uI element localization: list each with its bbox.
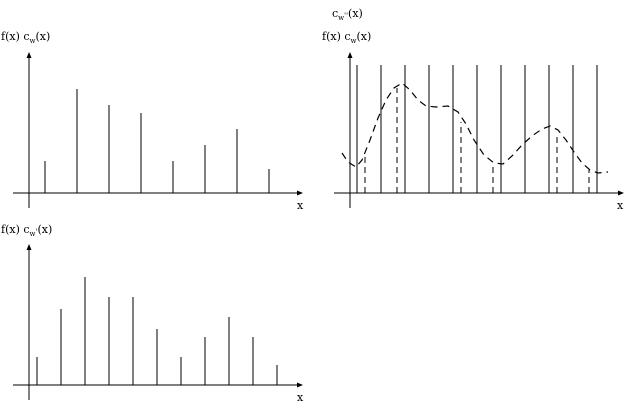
top-left-x-label: x xyxy=(297,199,304,212)
bottom-left-x-label: x xyxy=(297,391,304,404)
top-right-dashed-curve xyxy=(341,82,609,174)
top-right-y-arrow-icon xyxy=(347,52,353,58)
top-left-x-arrow-icon xyxy=(297,190,303,196)
panels-layer xyxy=(13,52,624,400)
top-left-y-arrow-icon xyxy=(26,52,32,58)
bottom-left-y-arrow-icon xyxy=(26,244,32,250)
top-right-x-label: x xyxy=(617,199,624,212)
bottom-left-axis-label: f(x) cw'(x) xyxy=(1,223,52,238)
top-left-axis-label: f(x) cw(x) xyxy=(1,30,50,45)
top-right-title-label: cw''(x) xyxy=(332,7,363,22)
bottom-left-x-arrow-icon xyxy=(297,382,303,388)
top-right-axis-label: f(x) cw(x) xyxy=(322,30,371,45)
top-right-x-arrow-icon xyxy=(618,190,624,196)
